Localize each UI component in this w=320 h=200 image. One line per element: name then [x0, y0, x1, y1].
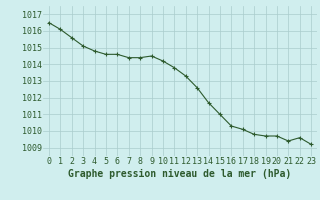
X-axis label: Graphe pression niveau de la mer (hPa): Graphe pression niveau de la mer (hPa) — [68, 169, 292, 179]
